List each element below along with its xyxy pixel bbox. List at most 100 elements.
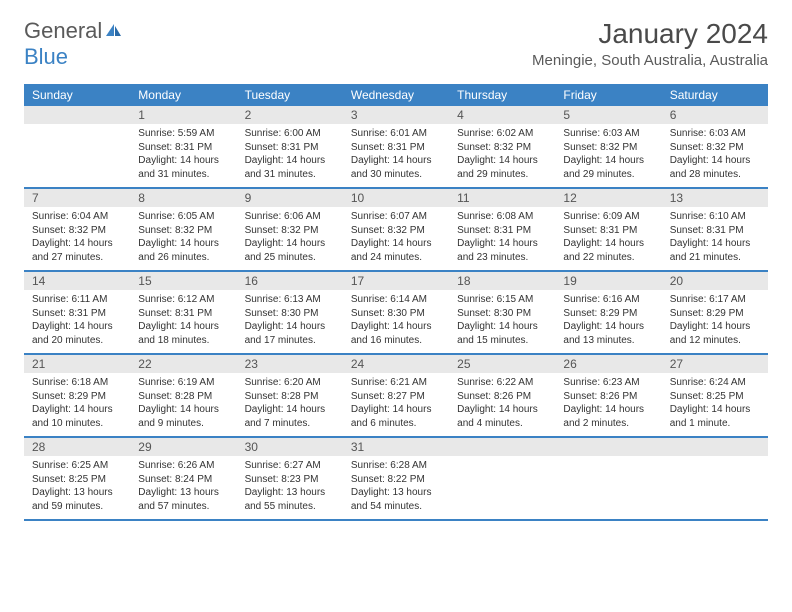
daylight-text: Daylight: 14 hours and 22 minutes. bbox=[563, 237, 653, 264]
daylight-text: Daylight: 14 hours and 6 minutes. bbox=[351, 403, 441, 430]
sunset-text: Sunset: 8:22 PM bbox=[351, 473, 441, 487]
calendar-cell: 9Sunrise: 6:06 AMSunset: 8:32 PMDaylight… bbox=[237, 189, 343, 270]
sunrise-text: Sunrise: 6:20 AM bbox=[245, 376, 335, 390]
sunrise-text: Sunrise: 6:19 AM bbox=[138, 376, 228, 390]
sunset-text: Sunset: 8:32 PM bbox=[245, 224, 335, 238]
calendar-cell: 8Sunrise: 6:05 AMSunset: 8:32 PMDaylight… bbox=[130, 189, 236, 270]
day-number: 27 bbox=[662, 355, 768, 373]
day-headers-row: SundayMondayTuesdayWednesdayThursdayFrid… bbox=[24, 84, 768, 106]
sunrise-text: Sunrise: 6:12 AM bbox=[138, 293, 228, 307]
day-number: 23 bbox=[237, 355, 343, 373]
calendar-cell bbox=[662, 438, 768, 519]
sunset-text: Sunset: 8:24 PM bbox=[138, 473, 228, 487]
daylight-text: Daylight: 13 hours and 54 minutes. bbox=[351, 486, 441, 513]
day-details: Sunrise: 6:15 AMSunset: 8:30 PMDaylight:… bbox=[449, 290, 555, 353]
day-details: Sunrise: 6:10 AMSunset: 8:31 PMDaylight:… bbox=[662, 207, 768, 270]
daylight-text: Daylight: 14 hours and 27 minutes. bbox=[32, 237, 122, 264]
sunrise-text: Sunrise: 6:09 AM bbox=[563, 210, 653, 224]
sunset-text: Sunset: 8:28 PM bbox=[138, 390, 228, 404]
day-header: Wednesday bbox=[343, 84, 449, 106]
calendar-cell: 5Sunrise: 6:03 AMSunset: 8:32 PMDaylight… bbox=[555, 106, 661, 187]
day-number: 11 bbox=[449, 189, 555, 207]
sunset-text: Sunset: 8:25 PM bbox=[670, 390, 760, 404]
sunset-text: Sunset: 8:23 PM bbox=[245, 473, 335, 487]
sunrise-text: Sunrise: 6:11 AM bbox=[32, 293, 122, 307]
day-details: Sunrise: 6:18 AMSunset: 8:29 PMDaylight:… bbox=[24, 373, 130, 436]
calendar-week: 7Sunrise: 6:04 AMSunset: 8:32 PMDaylight… bbox=[24, 189, 768, 272]
day-number bbox=[662, 438, 768, 456]
daylight-text: Daylight: 14 hours and 9 minutes. bbox=[138, 403, 228, 430]
calendar-cell: 17Sunrise: 6:14 AMSunset: 8:30 PMDayligh… bbox=[343, 272, 449, 353]
sunset-text: Sunset: 8:32 PM bbox=[32, 224, 122, 238]
sunrise-text: Sunrise: 6:25 AM bbox=[32, 459, 122, 473]
daylight-text: Daylight: 13 hours and 59 minutes. bbox=[32, 486, 122, 513]
calendar-cell bbox=[555, 438, 661, 519]
calendar-cell: 4Sunrise: 6:02 AMSunset: 8:32 PMDaylight… bbox=[449, 106, 555, 187]
day-details: Sunrise: 6:16 AMSunset: 8:29 PMDaylight:… bbox=[555, 290, 661, 353]
day-number: 17 bbox=[343, 272, 449, 290]
sunrise-text: Sunrise: 6:00 AM bbox=[245, 127, 335, 141]
day-details: Sunrise: 6:21 AMSunset: 8:27 PMDaylight:… bbox=[343, 373, 449, 436]
calendar-cell: 24Sunrise: 6:21 AMSunset: 8:27 PMDayligh… bbox=[343, 355, 449, 436]
day-number: 28 bbox=[24, 438, 130, 456]
calendar-cell: 22Sunrise: 6:19 AMSunset: 8:28 PMDayligh… bbox=[130, 355, 236, 436]
daylight-text: Daylight: 14 hours and 12 minutes. bbox=[670, 320, 760, 347]
calendar-cell: 7Sunrise: 6:04 AMSunset: 8:32 PMDaylight… bbox=[24, 189, 130, 270]
daylight-text: Daylight: 14 hours and 31 minutes. bbox=[138, 154, 228, 181]
day-number: 5 bbox=[555, 106, 661, 124]
daylight-text: Daylight: 14 hours and 16 minutes. bbox=[351, 320, 441, 347]
day-details: Sunrise: 6:24 AMSunset: 8:25 PMDaylight:… bbox=[662, 373, 768, 436]
sunrise-text: Sunrise: 6:23 AM bbox=[563, 376, 653, 390]
daylight-text: Daylight: 14 hours and 26 minutes. bbox=[138, 237, 228, 264]
brand-part2: Blue bbox=[24, 44, 68, 69]
calendar-cell: 23Sunrise: 6:20 AMSunset: 8:28 PMDayligh… bbox=[237, 355, 343, 436]
calendar-cell: 14Sunrise: 6:11 AMSunset: 8:31 PMDayligh… bbox=[24, 272, 130, 353]
calendar-cell: 21Sunrise: 6:18 AMSunset: 8:29 PMDayligh… bbox=[24, 355, 130, 436]
day-details: Sunrise: 6:04 AMSunset: 8:32 PMDaylight:… bbox=[24, 207, 130, 270]
daylight-text: Daylight: 13 hours and 57 minutes. bbox=[138, 486, 228, 513]
sunrise-text: Sunrise: 6:26 AM bbox=[138, 459, 228, 473]
sunrise-text: Sunrise: 6:27 AM bbox=[245, 459, 335, 473]
day-details: Sunrise: 6:20 AMSunset: 8:28 PMDaylight:… bbox=[237, 373, 343, 436]
location-text: Meningie, South Australia, Australia bbox=[532, 52, 768, 69]
day-number: 9 bbox=[237, 189, 343, 207]
day-details: Sunrise: 6:22 AMSunset: 8:26 PMDaylight:… bbox=[449, 373, 555, 436]
sunset-text: Sunset: 8:29 PM bbox=[32, 390, 122, 404]
calendar-cell: 26Sunrise: 6:23 AMSunset: 8:26 PMDayligh… bbox=[555, 355, 661, 436]
calendar-cell: 19Sunrise: 6:16 AMSunset: 8:29 PMDayligh… bbox=[555, 272, 661, 353]
sunset-text: Sunset: 8:26 PM bbox=[563, 390, 653, 404]
sunrise-text: Sunrise: 6:22 AM bbox=[457, 376, 547, 390]
day-number bbox=[449, 438, 555, 456]
sunrise-text: Sunrise: 6:24 AM bbox=[670, 376, 760, 390]
sunset-text: Sunset: 8:28 PM bbox=[245, 390, 335, 404]
day-header: Saturday bbox=[662, 84, 768, 106]
day-number: 7 bbox=[24, 189, 130, 207]
sunset-text: Sunset: 8:31 PM bbox=[670, 224, 760, 238]
day-details: Sunrise: 6:26 AMSunset: 8:24 PMDaylight:… bbox=[130, 456, 236, 519]
sunset-text: Sunset: 8:29 PM bbox=[670, 307, 760, 321]
sunrise-text: Sunrise: 6:15 AM bbox=[457, 293, 547, 307]
page-header: GeneralBlue January 2024 Meningie, South… bbox=[24, 18, 768, 70]
sunset-text: Sunset: 8:31 PM bbox=[245, 141, 335, 155]
sunrise-text: Sunrise: 6:06 AM bbox=[245, 210, 335, 224]
calendar-week: 14Sunrise: 6:11 AMSunset: 8:31 PMDayligh… bbox=[24, 272, 768, 355]
day-details: Sunrise: 6:14 AMSunset: 8:30 PMDaylight:… bbox=[343, 290, 449, 353]
brand-logo: GeneralBlue bbox=[24, 18, 124, 70]
day-number bbox=[555, 438, 661, 456]
calendar-cell: 12Sunrise: 6:09 AMSunset: 8:31 PMDayligh… bbox=[555, 189, 661, 270]
day-header: Monday bbox=[130, 84, 236, 106]
title-block: January 2024 Meningie, South Australia, … bbox=[532, 18, 768, 69]
day-number: 18 bbox=[449, 272, 555, 290]
calendar-week: 21Sunrise: 6:18 AMSunset: 8:29 PMDayligh… bbox=[24, 355, 768, 438]
day-details: Sunrise: 6:25 AMSunset: 8:25 PMDaylight:… bbox=[24, 456, 130, 519]
sunset-text: Sunset: 8:32 PM bbox=[563, 141, 653, 155]
day-number: 8 bbox=[130, 189, 236, 207]
sunrise-text: Sunrise: 6:10 AM bbox=[670, 210, 760, 224]
calendar-cell: 11Sunrise: 6:08 AMSunset: 8:31 PMDayligh… bbox=[449, 189, 555, 270]
day-details: Sunrise: 6:27 AMSunset: 8:23 PMDaylight:… bbox=[237, 456, 343, 519]
calendar-cell: 13Sunrise: 6:10 AMSunset: 8:31 PMDayligh… bbox=[662, 189, 768, 270]
day-number: 14 bbox=[24, 272, 130, 290]
day-number: 3 bbox=[343, 106, 449, 124]
sunrise-text: Sunrise: 6:14 AM bbox=[351, 293, 441, 307]
day-number: 26 bbox=[555, 355, 661, 373]
